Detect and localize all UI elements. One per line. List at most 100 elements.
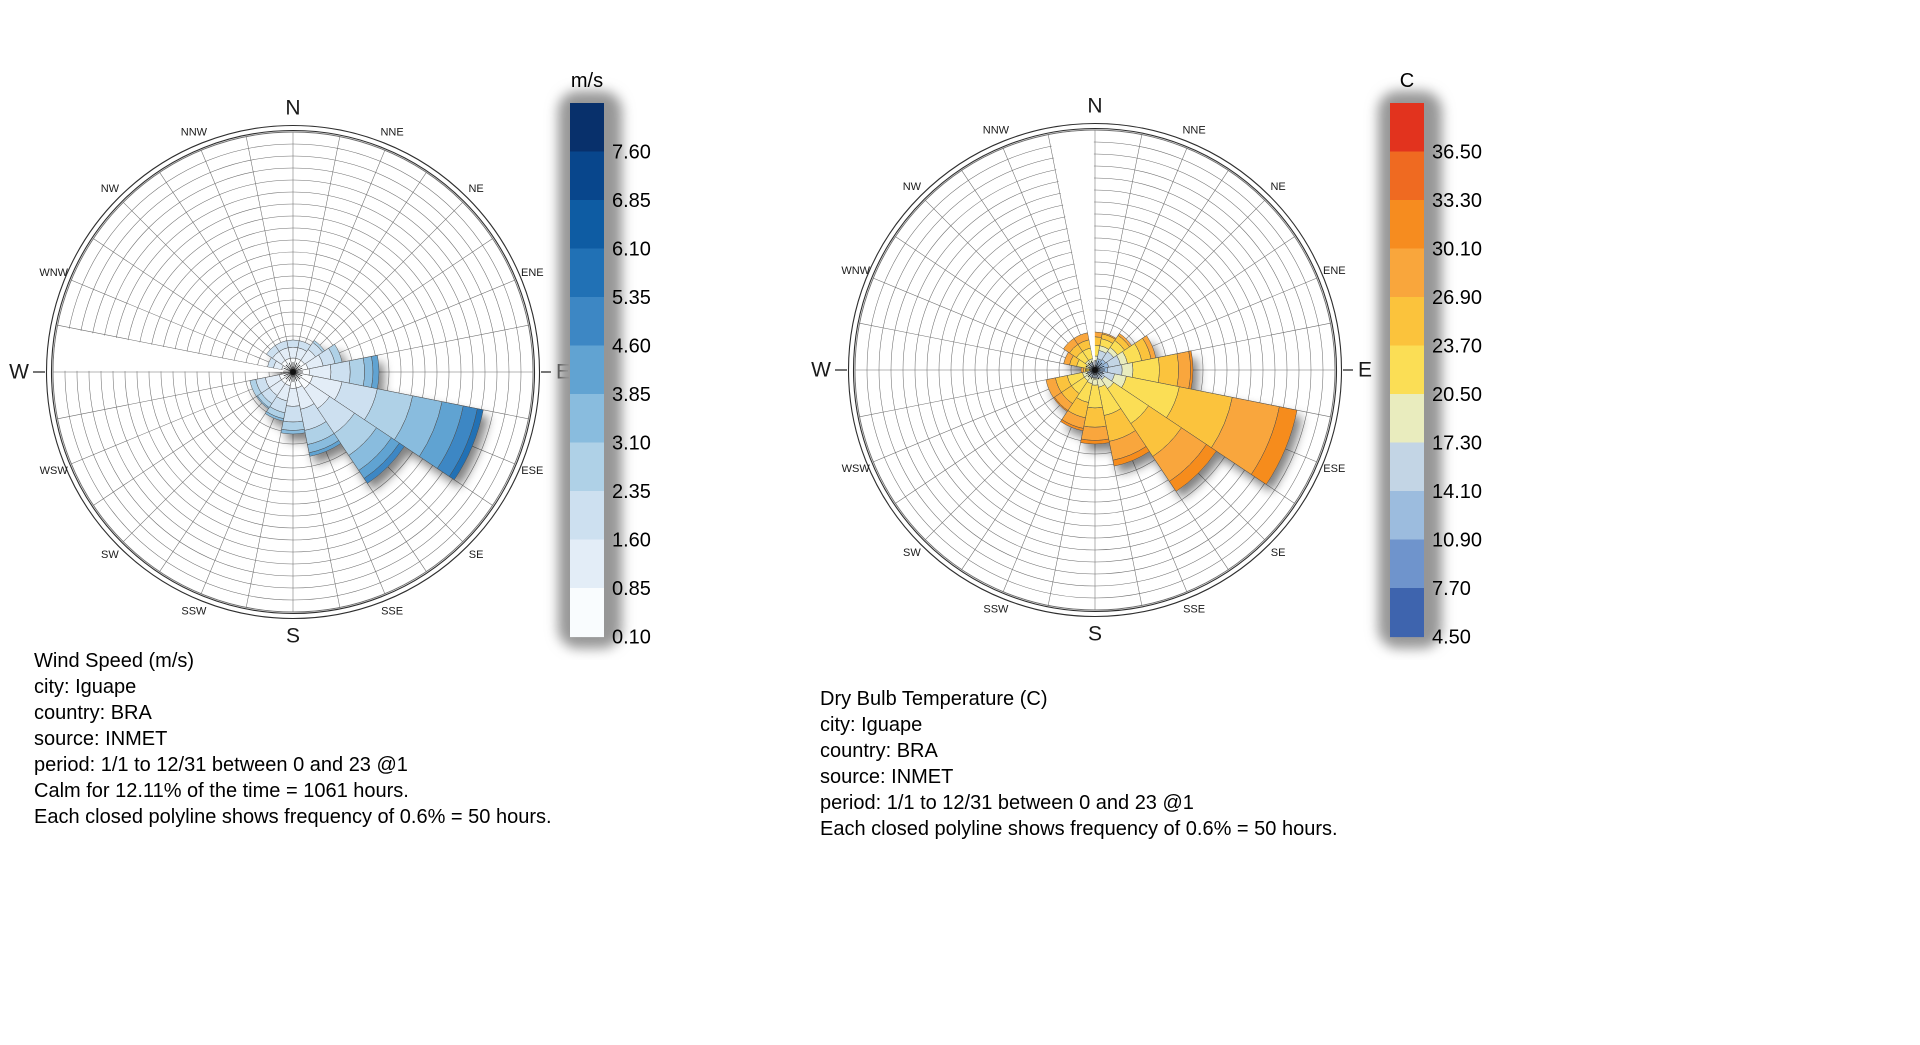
petal-segment-ESE (1250, 406, 1298, 485)
legend-label: 3.85 (612, 384, 651, 406)
petal-segment-NNW (1073, 332, 1090, 345)
petals (249, 339, 484, 484)
compass-label-NE: NE (468, 183, 483, 195)
legend-swatch (570, 103, 604, 153)
legend-swatch (1390, 345, 1424, 395)
center-spoke (1085, 370, 1094, 375)
center-spoke (1090, 360, 1095, 369)
compass-label-WSW: WSW (842, 463, 871, 475)
grid-spoke (159, 172, 290, 368)
grid-spoke (296, 172, 427, 368)
dry-bulb-temperature-rose-chart: N NNE NE ENE E ESE SE SSE S SSW SW WSW W WNW NW NNW 36.5… (811, 70, 1482, 649)
center-spoke (285, 373, 292, 380)
compass-label-S: S (286, 625, 300, 648)
legend-swatch (570, 442, 604, 492)
caption-period: period: 1/1 to 12/31 between 0 and 23 @1 (820, 792, 1194, 814)
petal-segment-SSW (264, 411, 285, 422)
compass-label-WSW: WSW (40, 465, 69, 477)
grid-spoke (57, 324, 288, 372)
grid-spoke (297, 202, 463, 368)
grid-spoke (961, 170, 1092, 366)
center-spoke (285, 364, 292, 371)
legend-swatch (570, 151, 604, 201)
petal-segment-SSE (308, 440, 342, 457)
center-dot (1092, 367, 1098, 373)
petal-segment-E (1121, 362, 1134, 378)
petal-segment-SSW (1060, 419, 1084, 432)
compass-label-NW: NW (101, 183, 120, 195)
petal-segment-E (1157, 353, 1179, 387)
center-spoke (288, 373, 293, 382)
center-spoke (1090, 371, 1095, 380)
compass-label-N: N (285, 97, 300, 120)
petals (1045, 331, 1298, 492)
legend-label: 4.60 (612, 336, 651, 358)
compass-label-SW: SW (903, 547, 921, 559)
petal-segment-SSE (1112, 446, 1150, 467)
compass-label-NW: NW (903, 181, 922, 193)
legend-label: 26.90 (1432, 287, 1482, 309)
compass-label-SSE: SSE (381, 605, 403, 617)
center-spoke (1095, 371, 1100, 380)
center-spoke (1095, 360, 1100, 369)
petal-segment-N (286, 339, 300, 348)
caption-city: city: Iguape (820, 714, 923, 736)
wind-speed-caption: Wind Speed (m/s) city: Iguape country: B… (34, 648, 552, 830)
compass-label-ESE: ESE (521, 465, 543, 477)
caption-city: city: Iguape (34, 676, 137, 698)
legend-label: 1.60 (612, 530, 651, 552)
legend-swatch (1390, 248, 1424, 298)
center-marker (1085, 360, 1105, 380)
legend-label: 5.35 (612, 287, 651, 309)
grid-spoke (859, 322, 1090, 370)
legend-title: C (1400, 70, 1414, 92)
compass-label-WNW: WNW (841, 265, 870, 277)
compass-label-ENE: ENE (1323, 265, 1346, 277)
legend-swatch (570, 539, 604, 589)
grid-spoke (293, 136, 341, 367)
compass-label-SSE: SSE (1183, 603, 1205, 615)
grid-spoke (1047, 134, 1095, 365)
center-spoke (294, 367, 303, 372)
wind-speed-rose-chart: NNNENEENEEESESESSESSSWSWWSWWWNWNWNNW7.60… (9, 70, 651, 649)
caption-calm: Calm for 12.11% of the time = 1061 hours… (34, 780, 409, 802)
petal-segment-S (282, 405, 304, 423)
legend-swatch (1390, 491, 1424, 541)
legend: 36.50 33.30 30.10 26.90 23.70 20.50 17.30 14.10… (1378, 70, 1482, 649)
legend-swatch (1390, 297, 1424, 347)
compass-label-W: W (811, 359, 831, 382)
legend-swatch (1390, 200, 1424, 250)
petal-segment-E (362, 356, 374, 388)
caption-polyline-note: Each closed polyline shows frequency of … (820, 818, 1338, 840)
petal-segment-NNW (274, 340, 289, 352)
legend-label: 30.10 (1432, 239, 1482, 261)
legend-label: 7.60 (612, 142, 651, 164)
legend-label: 7.70 (1432, 578, 1471, 600)
legend-swatch (570, 394, 604, 444)
legend-label: 6.10 (612, 239, 651, 261)
caption-source: source: INMET (820, 766, 954, 788)
caption-country: country: BRA (34, 702, 152, 724)
center-marker (283, 362, 303, 382)
grid-spoke (71, 374, 288, 465)
grid-spoke (873, 277, 1090, 368)
compass-label-SE: SE (1271, 547, 1286, 559)
center-spoke (293, 362, 298, 371)
center-spoke (1087, 362, 1094, 369)
compass-label-N: N (1087, 95, 1102, 118)
legend-label: 2.35 (612, 481, 651, 503)
center-spoke (1096, 362, 1103, 369)
legend-label: 4.50 (1432, 627, 1471, 649)
compass-label-SSW: SSW (181, 605, 207, 617)
center-spoke (294, 373, 301, 380)
compass-label-SE: SE (469, 549, 484, 561)
center-spoke (1085, 365, 1094, 370)
legend-label: 0.10 (612, 627, 651, 649)
compass-label-NNW: NNW (983, 125, 1010, 137)
center-spoke (294, 364, 301, 371)
legend-title: m/s (571, 70, 603, 92)
legend-swatch (570, 491, 604, 541)
compass-label-NNE: NNE (380, 127, 403, 139)
petal-segment-W (1080, 366, 1084, 374)
petal-segment-E (348, 357, 365, 387)
